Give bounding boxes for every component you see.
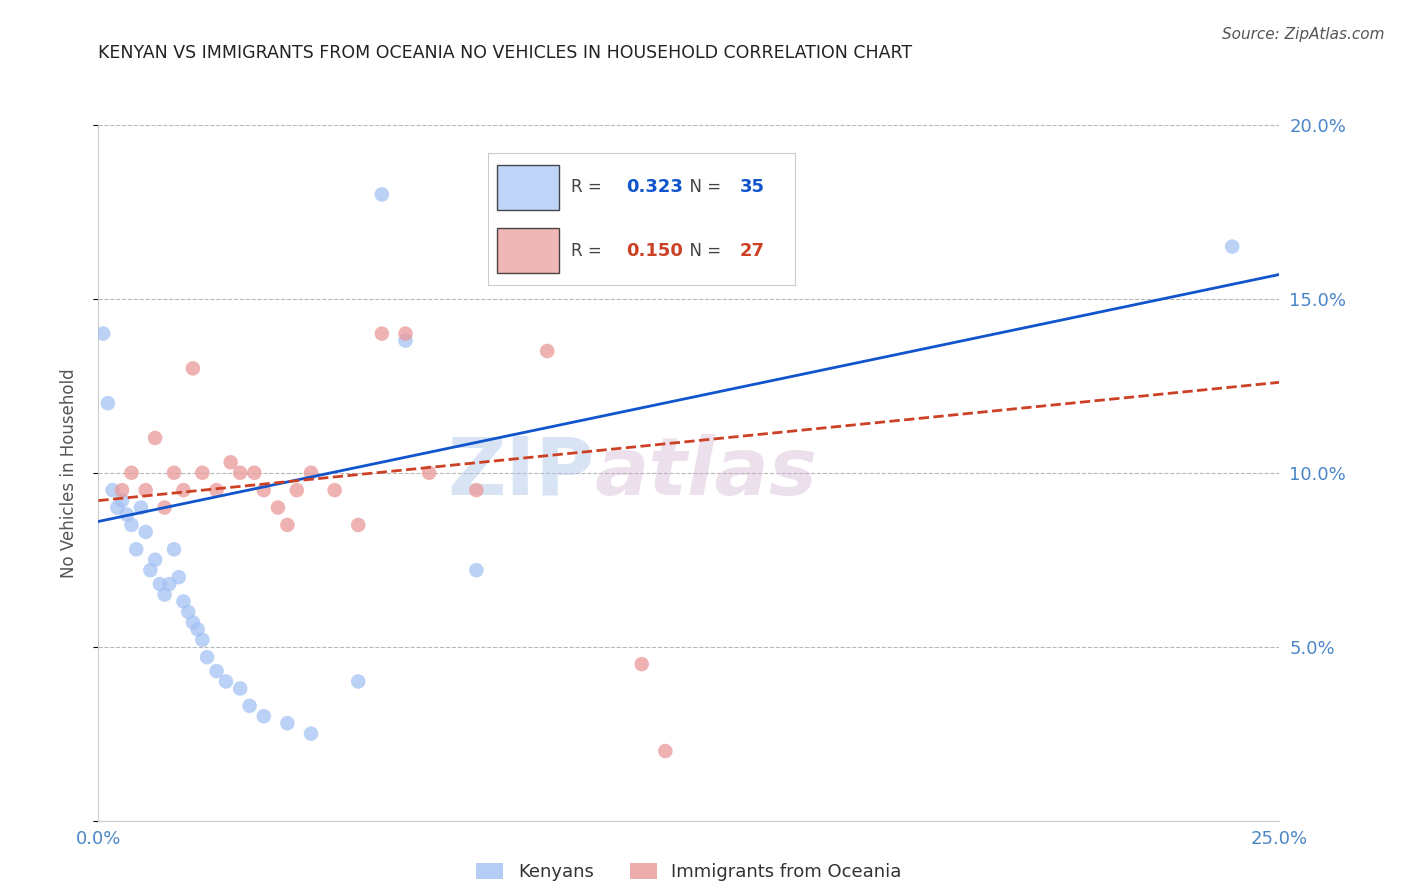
Point [394, 326, 416, 341]
Text: Source: ZipAtlas.com: Source: ZipAtlas.com [1222, 27, 1385, 42]
Point [418, 466, 440, 480]
Point [371, 187, 394, 202]
Point [149, 577, 172, 591]
Point [121, 517, 143, 532]
Point [97, 396, 120, 410]
Point [172, 483, 194, 497]
Point [105, 500, 128, 515]
Point [115, 508, 138, 522]
Point [299, 466, 322, 480]
Point [347, 674, 370, 689]
Point [101, 483, 124, 497]
Point [253, 709, 276, 723]
Point [253, 483, 276, 497]
Point [111, 483, 134, 497]
Point [177, 605, 200, 619]
Point [157, 577, 180, 591]
Point [153, 500, 176, 515]
Point [323, 483, 346, 497]
Point [187, 623, 209, 637]
Point [181, 615, 204, 630]
Point [135, 483, 157, 497]
Legend: Kenyans, Immigrants from Oceania: Kenyans, Immigrants from Oceania [470, 855, 908, 888]
Text: ZIP: ZIP [447, 434, 595, 512]
Point [163, 542, 186, 557]
Point [215, 674, 238, 689]
Point [229, 466, 252, 480]
Point [229, 681, 252, 696]
Text: atlas: atlas [595, 434, 817, 512]
Point [630, 657, 652, 671]
Point [153, 587, 176, 601]
Point [1220, 239, 1243, 253]
Point [121, 466, 143, 480]
Point [239, 698, 262, 713]
Point [91, 326, 114, 341]
Point [205, 664, 228, 678]
Point [276, 517, 298, 532]
Point [299, 726, 322, 740]
Point [125, 542, 148, 557]
Point [394, 334, 416, 348]
Point [371, 326, 394, 341]
Point [111, 493, 134, 508]
Point [205, 483, 228, 497]
Point [276, 716, 298, 731]
Y-axis label: No Vehicles in Household: No Vehicles in Household [59, 368, 77, 578]
Point [347, 517, 370, 532]
Point [143, 552, 166, 567]
Point [172, 594, 194, 608]
Point [129, 500, 152, 515]
Point [181, 361, 204, 376]
Point [135, 524, 157, 539]
Point [139, 563, 162, 577]
Point [143, 431, 166, 445]
Point [465, 563, 488, 577]
Point [536, 343, 558, 358]
Point [219, 455, 242, 469]
Point [243, 466, 266, 480]
Point [654, 744, 676, 758]
Text: KENYAN VS IMMIGRANTS FROM OCEANIA NO VEHICLES IN HOUSEHOLD CORRELATION CHART: KENYAN VS IMMIGRANTS FROM OCEANIA NO VEH… [98, 45, 912, 62]
Point [195, 650, 218, 665]
Point [167, 570, 190, 584]
Point [465, 483, 488, 497]
Point [285, 483, 308, 497]
Point [191, 466, 214, 480]
Point [163, 466, 186, 480]
Point [191, 632, 214, 647]
Point [267, 500, 290, 515]
